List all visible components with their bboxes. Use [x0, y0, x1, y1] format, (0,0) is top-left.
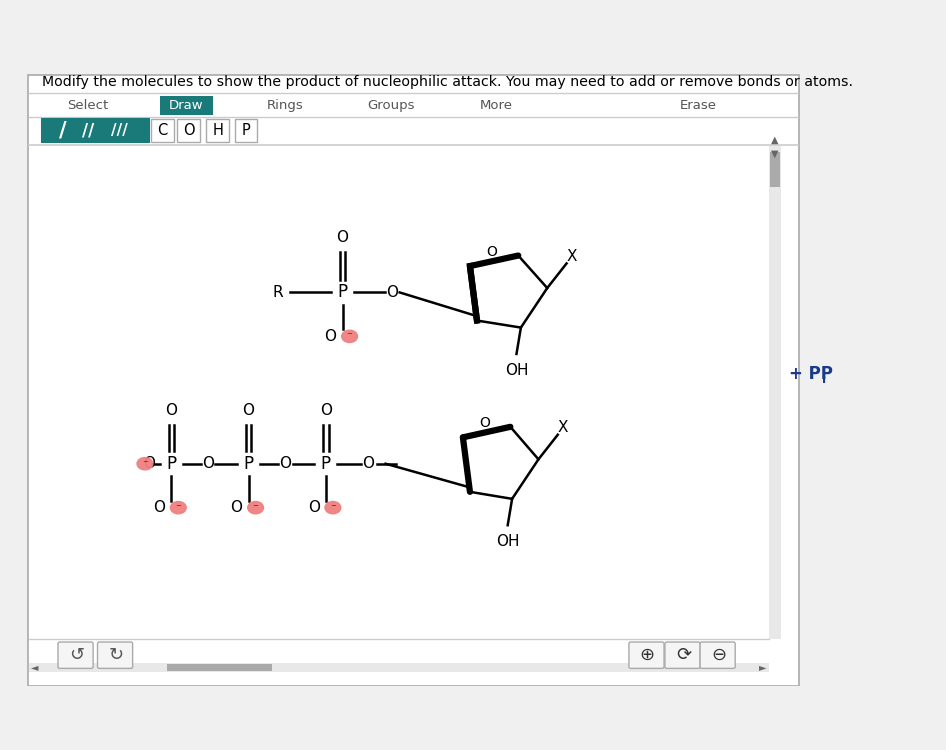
Text: C: C — [157, 123, 167, 138]
Ellipse shape — [170, 502, 186, 514]
FancyBboxPatch shape — [43, 119, 149, 142]
Text: Select: Select — [67, 99, 109, 112]
FancyBboxPatch shape — [160, 96, 213, 115]
Text: OH: OH — [496, 534, 519, 549]
Bar — [770, 152, 780, 187]
Text: ⁻: ⁻ — [142, 459, 148, 469]
Text: ▲: ▲ — [771, 134, 779, 145]
Ellipse shape — [137, 458, 153, 470]
Text: /: / — [60, 121, 67, 141]
Text: ⁻: ⁻ — [175, 503, 182, 513]
Text: ///: /// — [111, 123, 128, 138]
Text: P: P — [338, 284, 347, 302]
Text: P: P — [241, 123, 251, 138]
FancyBboxPatch shape — [178, 119, 201, 142]
FancyBboxPatch shape — [665, 642, 700, 668]
Text: P: P — [321, 454, 331, 472]
Ellipse shape — [248, 502, 264, 514]
Text: O: O — [231, 500, 242, 515]
Text: O: O — [307, 500, 320, 515]
Bar — [29, 663, 768, 672]
Text: O: O — [324, 328, 337, 344]
Text: O: O — [480, 416, 490, 430]
FancyBboxPatch shape — [28, 76, 799, 686]
FancyBboxPatch shape — [629, 642, 664, 668]
Text: O: O — [362, 456, 374, 471]
Text: O: O — [337, 230, 348, 245]
Text: O: O — [242, 403, 254, 418]
FancyBboxPatch shape — [700, 642, 735, 668]
Text: OH: OH — [505, 363, 528, 378]
Text: O: O — [153, 500, 166, 515]
Text: ⁻: ⁻ — [253, 503, 258, 513]
Text: ▼: ▼ — [771, 148, 779, 159]
Text: H: H — [213, 123, 223, 138]
Text: O: O — [486, 245, 498, 259]
Text: ⊕: ⊕ — [639, 646, 655, 664]
Text: P: P — [243, 454, 254, 472]
Text: O: O — [386, 285, 397, 300]
Text: O: O — [279, 456, 291, 471]
Ellipse shape — [342, 330, 358, 343]
FancyBboxPatch shape — [151, 119, 174, 142]
Text: Erase: Erase — [680, 99, 717, 112]
Text: O: O — [166, 403, 177, 418]
Text: Modify the molecules to show the product of nucleophilic attack. You may need to: Modify the molecules to show the product… — [43, 76, 853, 89]
Text: ⟳: ⟳ — [675, 646, 691, 664]
FancyBboxPatch shape — [206, 119, 229, 142]
Text: O: O — [320, 403, 332, 418]
Text: R: R — [272, 285, 283, 300]
Text: P: P — [166, 454, 176, 472]
FancyBboxPatch shape — [235, 119, 257, 142]
Text: O: O — [202, 456, 214, 471]
Text: + PP: + PP — [789, 364, 832, 382]
Text: Groups: Groups — [367, 99, 414, 112]
Bar — [769, 146, 780, 640]
Text: i: i — [822, 374, 826, 386]
Text: ◄: ◄ — [31, 662, 39, 673]
Text: X: X — [567, 249, 577, 264]
Text: ↻: ↻ — [109, 646, 124, 664]
Text: ⁻: ⁻ — [330, 503, 336, 513]
FancyBboxPatch shape — [58, 642, 93, 668]
Text: ↺: ↺ — [69, 646, 84, 664]
Text: More: More — [480, 99, 513, 112]
FancyBboxPatch shape — [97, 642, 132, 668]
Ellipse shape — [325, 502, 341, 514]
Bar — [29, 76, 798, 92]
Text: ►: ► — [759, 662, 766, 673]
Text: Rings: Rings — [267, 99, 304, 112]
Text: ⁻: ⁻ — [346, 332, 353, 341]
Text: X: X — [558, 420, 569, 435]
Text: //: // — [81, 122, 94, 140]
Text: O: O — [144, 456, 155, 471]
Text: O: O — [183, 123, 195, 138]
Text: ⊖: ⊖ — [711, 646, 727, 664]
Bar — [166, 664, 272, 671]
Text: Draw: Draw — [169, 99, 203, 112]
